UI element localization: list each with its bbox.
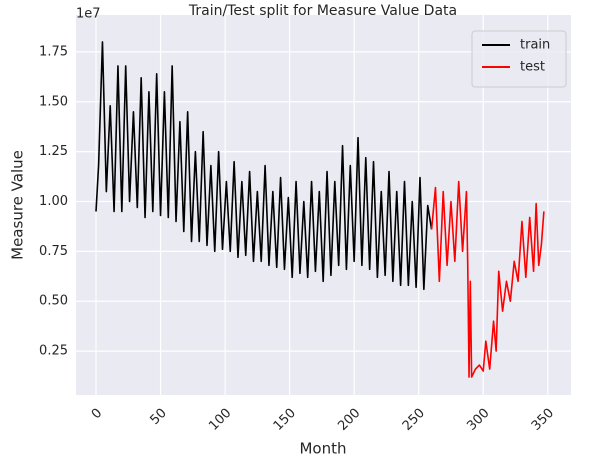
y-tick-label: 0.25 [39, 344, 68, 359]
offset-label: 1e7 [76, 7, 101, 22]
x-tick-label: 350 [529, 406, 557, 434]
x-tick-label: 0 [89, 406, 105, 422]
y-tick-label: 1.75 [39, 44, 68, 59]
y-tick-label: 1.50 [39, 94, 68, 109]
x-tick-label: 50 [148, 406, 170, 428]
legend-frame [471, 30, 567, 88]
legend-label: test [520, 60, 545, 75]
legend: train test [471, 30, 567, 88]
line-series [430, 180, 545, 378]
y-tick-label: 0.75 [39, 244, 68, 259]
chart-title: Train/Test split for Measure Value Data [188, 3, 457, 19]
line-series [95, 41, 433, 291]
x-tick-label: 300 [464, 406, 492, 434]
x-tick-label: 200 [335, 406, 363, 434]
y-tick-label: 1.25 [39, 144, 68, 159]
legend-label: train [520, 38, 550, 53]
x-tick-label: 150 [271, 406, 299, 434]
x-tick-label: 100 [206, 406, 234, 434]
y-axis-label: Measure Value [9, 150, 27, 260]
x-tick-label: 250 [400, 406, 428, 434]
y-tick-label: 0.50 [39, 294, 68, 309]
x-axis-label: Month [299, 440, 346, 458]
y-tick-label: 1.00 [39, 194, 68, 209]
